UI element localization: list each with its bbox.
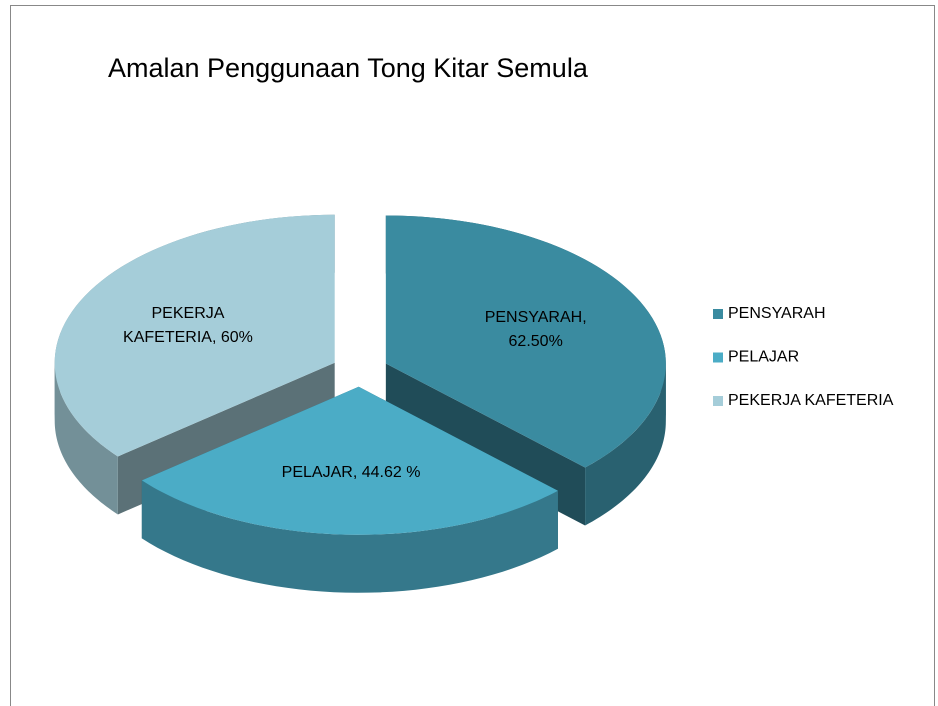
slice bbox=[385, 215, 666, 468]
slice bbox=[54, 214, 335, 457]
data-label: PEKERJA KAFETERIA, 60% bbox=[123, 305, 253, 346]
slice-wall bbox=[141, 480, 558, 593]
slice bbox=[141, 386, 558, 535]
legend-swatch bbox=[713, 396, 723, 406]
legend-label: PELAJAR bbox=[728, 349, 799, 366]
chart-title: Amalan Penggunaan Tong Kitar Semula bbox=[108, 53, 589, 83]
legend-label: PEKERJA KAFETERIA bbox=[728, 392, 894, 409]
data-label: PENSYARAH, 62.50% bbox=[484, 309, 587, 351]
legend-swatch bbox=[713, 352, 723, 363]
data-label: PELAJAR, 44.62 % bbox=[281, 463, 421, 481]
legend-swatch bbox=[713, 309, 723, 319]
chart-frame bbox=[10, 5, 935, 706]
slice-wall bbox=[585, 363, 666, 526]
slice-wall bbox=[54, 362, 118, 515]
legend-label: PENSYARAH bbox=[728, 305, 826, 322]
